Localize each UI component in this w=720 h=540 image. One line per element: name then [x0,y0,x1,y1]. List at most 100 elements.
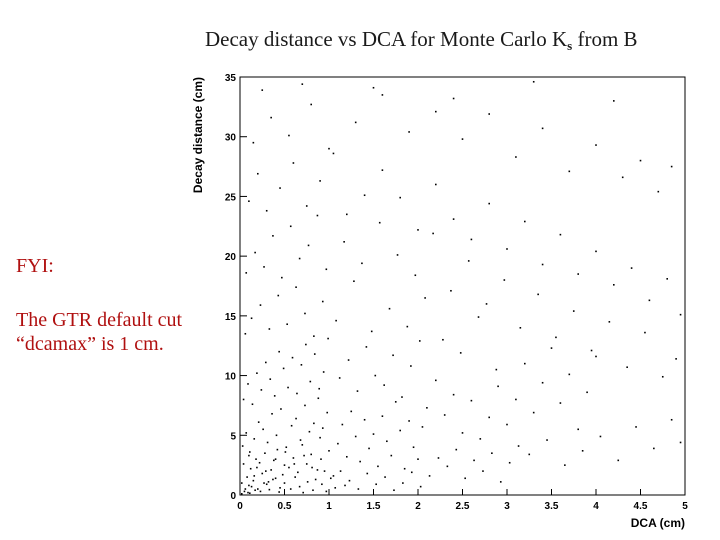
data-point [265,209,268,212]
data-point [375,483,377,486]
data-point [298,257,301,260]
data-point [648,299,651,302]
data-point [394,401,397,403]
data-point [283,464,286,466]
data-point [311,466,313,469]
x-tick-label: 1.5 [367,501,381,512]
data-point [309,380,312,383]
data-point [250,485,253,488]
data-point [307,244,310,247]
y-axis: 0 5 10 15 20 25 30 35 [225,73,247,502]
data-point [248,451,251,453]
data-point [263,266,265,268]
data-point [353,280,355,283]
data-point [289,488,292,490]
data-point [418,340,421,342]
data-point [290,424,293,427]
data-point [370,330,373,333]
data-point [503,279,506,281]
data-point [541,127,544,130]
data-point [508,461,511,464]
data-point [452,393,455,396]
slide-title-subscript: s [567,38,573,53]
data-point [270,469,272,471]
y-tick-label: 30 [225,133,237,144]
data-point [595,250,597,253]
data-point [328,450,330,452]
data-point [329,477,332,480]
data-point [581,450,584,452]
data-point [368,447,370,450]
data-point [435,183,437,186]
data-point [482,470,484,472]
x-tick-label: 4 [593,501,599,512]
data-point [365,346,368,348]
data-point [278,350,280,353]
data-point [559,233,562,236]
data-point [675,358,677,360]
data-point [455,448,458,451]
data-point [319,436,321,439]
data-point [363,418,366,421]
data-point [467,260,470,262]
data-point [243,490,246,493]
data-point [272,235,274,237]
data-point [506,248,508,250]
data-point [399,429,401,432]
data-point [316,469,319,471]
data-point [666,278,668,280]
data-point [269,378,272,380]
data-point [274,458,277,460]
data-point [300,364,303,366]
data-point [424,297,426,299]
data-point [488,113,490,115]
data-point [613,100,615,102]
data-point [298,485,301,488]
data-point [378,221,381,224]
data-point [338,377,341,379]
data-point [428,475,431,477]
data-point [479,438,482,440]
data-point [248,484,250,487]
data-point [253,475,256,477]
data-point [281,473,284,476]
data-point [274,477,277,480]
data-point [550,347,553,349]
data-point [670,165,673,168]
data-point [568,170,571,173]
data-point [252,141,255,144]
data-point [524,220,526,223]
data-point [326,411,329,414]
data-point [284,451,287,453]
data-point [273,395,276,397]
data-point [305,463,308,465]
data-point [621,176,624,179]
data-point [282,367,285,370]
data-point [383,384,385,386]
data-point [276,448,279,451]
data-point [515,398,517,401]
data-point [541,263,544,266]
data-point [325,490,328,493]
data-point [363,194,366,197]
data-point [488,202,490,205]
data-point [259,490,262,493]
data-point [459,352,462,354]
slide-title-main: Decay distance vs DCA for Monte Carlo K [205,27,568,51]
data-point [257,172,259,175]
data-point [254,489,256,492]
data-point [497,385,499,388]
data-point [294,476,296,478]
data-point [305,343,307,346]
data-point [443,414,446,416]
data-point [275,434,278,437]
data-point [461,432,464,434]
y-tick-label: 25 [225,192,237,203]
data-point [305,205,308,207]
data-point [470,399,473,402]
data-point [303,454,305,457]
data-point [248,454,250,457]
data-point [295,417,297,420]
data-point [341,423,344,426]
data-point [302,491,304,494]
